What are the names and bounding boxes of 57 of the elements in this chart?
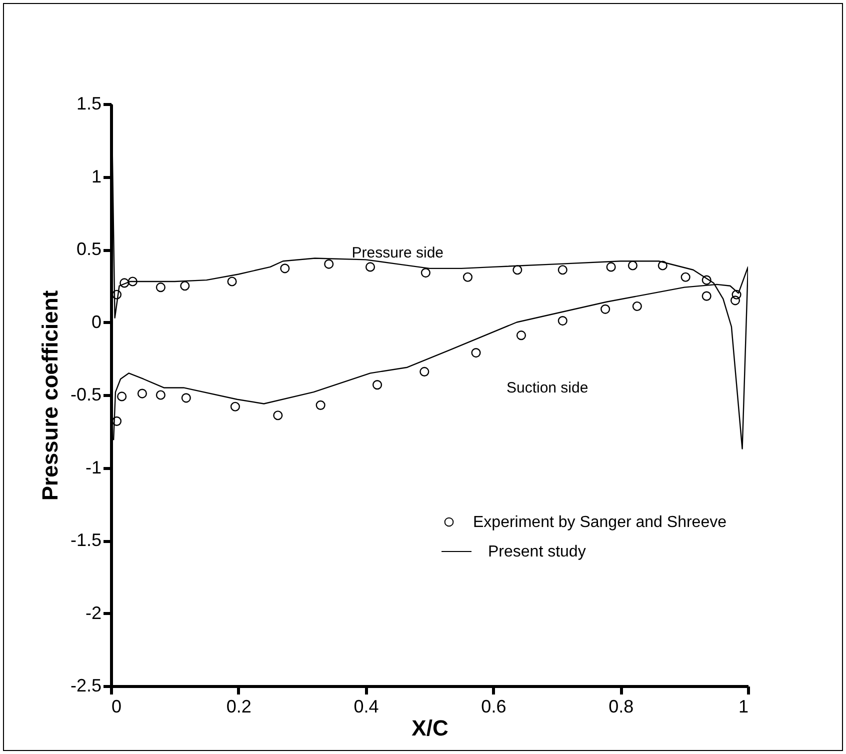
point [324,259,334,269]
x-axis-title: X/C [412,716,448,740]
legend-label: Experiment by Sanger and Shreeve [473,514,727,531]
x-tick-label: 0.4 [354,696,379,716]
legend-label: Present study [488,544,586,560]
point [180,281,190,291]
y-tick-label: -1.5 [70,530,102,550]
point [273,410,283,420]
point [372,380,382,390]
y-tick-label: 1.5 [76,94,102,114]
point [316,400,326,410]
point [702,275,712,285]
y-tick-label: -2 [85,602,102,623]
x-tick-label: 0.2 [226,696,252,716]
point [156,282,166,292]
point [230,402,240,412]
point [156,390,166,400]
point [680,272,690,282]
point [558,316,568,326]
y-tick-label: -2.5 [70,676,102,696]
point [137,388,147,398]
point [120,278,130,288]
annotation: Suction side [506,380,588,397]
x-tick-label: 1 [738,696,748,716]
point [420,366,430,376]
point [516,330,526,340]
y-axis-title: Pressure coefficient [37,290,62,501]
y-tick-label: -1 [85,457,102,478]
annotation: Pressure side [352,244,444,262]
y-tick-label: -0.5 [70,384,102,404]
y-tick-label: 1 [91,166,102,186]
point [227,276,237,286]
point [462,272,473,282]
point [702,291,712,301]
point [730,296,740,306]
point [112,416,122,426]
y-tick-label: 0.5 [76,239,102,259]
x-tick-label: 0.6 [481,696,506,716]
point [280,264,290,274]
point [632,301,642,312]
point [471,348,481,358]
point [128,276,138,286]
point [181,393,191,403]
point [628,260,638,270]
point [600,304,610,314]
point [365,262,376,272]
point [732,290,742,300]
x-tick-label: 0.8 [608,696,634,716]
point [658,260,668,270]
x-tick-label: 0 [112,696,122,716]
point [558,265,568,275]
point [512,265,522,275]
point [606,262,616,272]
point [117,392,127,402]
point [112,290,122,300]
y-tick-label: 0 [91,312,102,332]
point [420,268,430,278]
